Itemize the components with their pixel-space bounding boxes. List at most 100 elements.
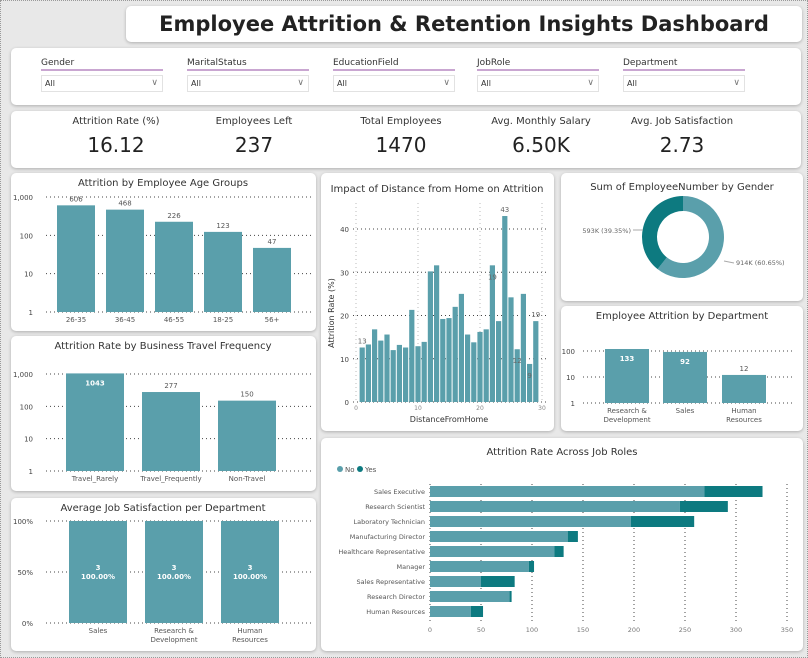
bar-yes — [528, 561, 535, 572]
bar-yes — [470, 606, 484, 617]
kpi-label: Total Employees — [360, 116, 442, 127]
y-tick-label: Manufacturing Director — [350, 533, 426, 541]
x-tick-label: 300 — [730, 626, 742, 634]
bar — [253, 247, 291, 312]
data-label: 133 — [620, 355, 635, 363]
x-tick-label: 0 — [428, 626, 432, 634]
legend-no-swatch — [337, 466, 343, 472]
y-tick-label: Manager — [397, 563, 426, 571]
dept-chart: Employee Attrition by Department 1 10 100 13… — [561, 306, 803, 431]
x-tick-label: Resources — [726, 416, 762, 424]
bar-no — [430, 576, 481, 587]
chart-title: Sum of EmployeeNumber by Gender — [590, 182, 774, 193]
data-label: 12 — [513, 357, 522, 365]
kpi-value: 6.50K — [512, 133, 570, 157]
kpi-card: Total Employees 1470 — [336, 116, 466, 157]
filter-label: Department — [623, 58, 745, 71]
travel-chart: Attrition Rate by Business Travel Freque… — [11, 336, 316, 491]
data-label: 123 — [216, 222, 229, 230]
data-label: 606 — [69, 195, 83, 203]
filter-dropdown[interactable]: All ∨ — [41, 75, 163, 92]
bar — [477, 331, 483, 402]
leader-line — [723, 260, 735, 264]
bar — [145, 521, 203, 623]
chart-title: Average Job Satisfaction per Department — [60, 503, 265, 514]
donut-slice — [642, 196, 683, 270]
x-tick-label: 30 — [538, 405, 546, 412]
donut-slice — [657, 196, 724, 278]
age-chart: Attrition by Employee Age Groups 1 10 100 1,… — [11, 173, 316, 331]
x-tick-label: Research & — [607, 407, 647, 415]
bar — [390, 350, 396, 402]
x-tick-label: Research & — [154, 627, 194, 635]
kpi-value: 2.73 — [659, 133, 705, 157]
kpi-card: Avg. Monthly Salary 6.50K — [476, 116, 606, 157]
bar — [434, 265, 440, 402]
data-label: 100.00% — [81, 573, 115, 581]
bar-yes — [509, 591, 512, 602]
chart-title: Attrition Rate Across Job Roles — [487, 447, 638, 458]
legend-label: Yes — [364, 466, 377, 474]
x-tick-label: Human — [731, 407, 756, 415]
x-tick-label: 50 — [477, 626, 485, 634]
bar — [605, 349, 649, 403]
x-tick-label: 100 — [526, 626, 538, 634]
y-tick-label: Sales Executive — [374, 488, 425, 496]
bar — [722, 374, 766, 403]
x-tick-label: 26-35 — [66, 316, 86, 324]
y-tick-label: 1 — [29, 468, 33, 476]
filter-value: All — [481, 79, 491, 88]
kpi-label: Employees Left — [215, 116, 293, 127]
filter-dropdown[interactable]: All ∨ — [623, 75, 745, 92]
filter-label: EducationField — [333, 58, 455, 71]
bar — [508, 297, 514, 402]
y-tick-label: 100% — [13, 518, 33, 526]
y-axis-title: Attrition Rate (%) — [327, 278, 336, 348]
filter-dropdown[interactable]: All ∨ — [333, 75, 455, 92]
y-tick-label: 10 — [340, 356, 349, 364]
jobsat-chart: Average Job Satisfaction per Department 0… — [11, 498, 316, 651]
y-tick-label: 30 — [340, 269, 349, 277]
bar-no — [430, 501, 680, 512]
bar-yes — [481, 576, 515, 587]
filter-dropdown[interactable]: All ∨ — [187, 75, 309, 92]
bar — [440, 318, 446, 402]
data-label: 9 — [527, 372, 531, 380]
y-tick-label: 1,000 — [13, 194, 33, 202]
x-tick-label: 46-55 — [164, 316, 184, 324]
filter-dropdown[interactable]: All ∨ — [477, 75, 599, 92]
chevron-down-icon: ∨ — [587, 78, 594, 88]
filter-label: Gender — [41, 58, 163, 71]
data-label: 19 — [488, 273, 497, 281]
bar-yes — [679, 501, 728, 512]
y-tick-label: Sales Representative — [357, 578, 425, 586]
y-tick-label: 20 — [340, 313, 349, 321]
data-label: 277 — [164, 382, 177, 390]
data-label: 43 — [500, 206, 509, 214]
data-label: 100.00% — [157, 573, 191, 581]
bar-no — [430, 546, 555, 557]
bar — [471, 342, 477, 402]
bar — [218, 400, 276, 471]
filter-value: All — [191, 79, 201, 88]
bar — [409, 309, 415, 402]
x-tick-label: Sales — [89, 627, 108, 635]
bar — [452, 306, 458, 402]
y-tick-label: Research Scientist — [365, 503, 425, 511]
x-tick-label: Human — [237, 627, 262, 635]
bar — [465, 334, 471, 402]
bar — [520, 293, 526, 402]
legend-yes-swatch — [357, 466, 363, 472]
data-label: 13 — [358, 338, 367, 346]
bar — [403, 347, 409, 402]
legend-label: No — [345, 466, 355, 474]
x-tick-label: 0 — [354, 405, 358, 412]
kpi-value: 1470 — [375, 133, 427, 157]
bar-yes — [704, 486, 763, 497]
bar-yes — [630, 516, 695, 527]
y-tick-label: 50% — [17, 569, 33, 577]
chart-title: Attrition Rate by Business Travel Freque… — [54, 341, 271, 352]
x-tick-label: 250 — [679, 626, 691, 634]
x-tick-label: 150 — [577, 626, 589, 634]
bar-no — [430, 486, 705, 497]
